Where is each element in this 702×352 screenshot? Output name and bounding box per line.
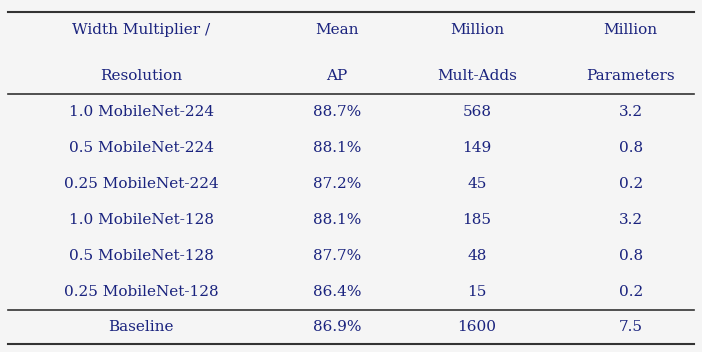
Text: 87.2%: 87.2%	[313, 177, 362, 191]
Text: 0.8: 0.8	[618, 249, 643, 263]
Text: 87.7%: 87.7%	[313, 249, 361, 263]
Text: 0.2: 0.2	[618, 285, 643, 300]
Text: 0.25 MobileNet-224: 0.25 MobileNet-224	[64, 177, 218, 191]
Text: 88.1%: 88.1%	[313, 213, 362, 227]
Text: 0.25 MobileNet-128: 0.25 MobileNet-128	[64, 285, 218, 300]
Text: Baseline: Baseline	[109, 320, 174, 334]
Text: 88.7%: 88.7%	[313, 105, 361, 119]
Text: AP: AP	[326, 69, 347, 83]
Text: 0.5 MobileNet-128: 0.5 MobileNet-128	[69, 249, 213, 263]
Text: Million: Million	[604, 23, 658, 37]
Text: 45: 45	[467, 177, 486, 191]
Text: Million: Million	[450, 23, 504, 37]
Text: Mult-Adds: Mult-Adds	[437, 69, 517, 83]
Text: 0.8: 0.8	[618, 141, 643, 155]
Text: Parameters: Parameters	[586, 69, 675, 83]
Text: 3.2: 3.2	[618, 213, 643, 227]
Text: Mean: Mean	[315, 23, 359, 37]
Text: 1.0 MobileNet-128: 1.0 MobileNet-128	[69, 213, 213, 227]
Text: 1.0 MobileNet-224: 1.0 MobileNet-224	[69, 105, 214, 119]
Text: 86.9%: 86.9%	[313, 320, 362, 334]
Text: Width Multiplier /: Width Multiplier /	[72, 23, 211, 37]
Text: 48: 48	[467, 249, 486, 263]
Text: 3.2: 3.2	[618, 105, 643, 119]
Text: 1600: 1600	[458, 320, 496, 334]
Text: 86.4%: 86.4%	[313, 285, 362, 300]
Text: 185: 185	[463, 213, 491, 227]
Text: 149: 149	[462, 141, 491, 155]
Text: 0.5 MobileNet-224: 0.5 MobileNet-224	[69, 141, 213, 155]
Text: Resolution: Resolution	[100, 69, 183, 83]
Text: 7.5: 7.5	[618, 320, 643, 334]
Text: 0.2: 0.2	[618, 177, 643, 191]
Text: 15: 15	[467, 285, 486, 300]
Text: 568: 568	[463, 105, 491, 119]
Text: 88.1%: 88.1%	[313, 141, 362, 155]
